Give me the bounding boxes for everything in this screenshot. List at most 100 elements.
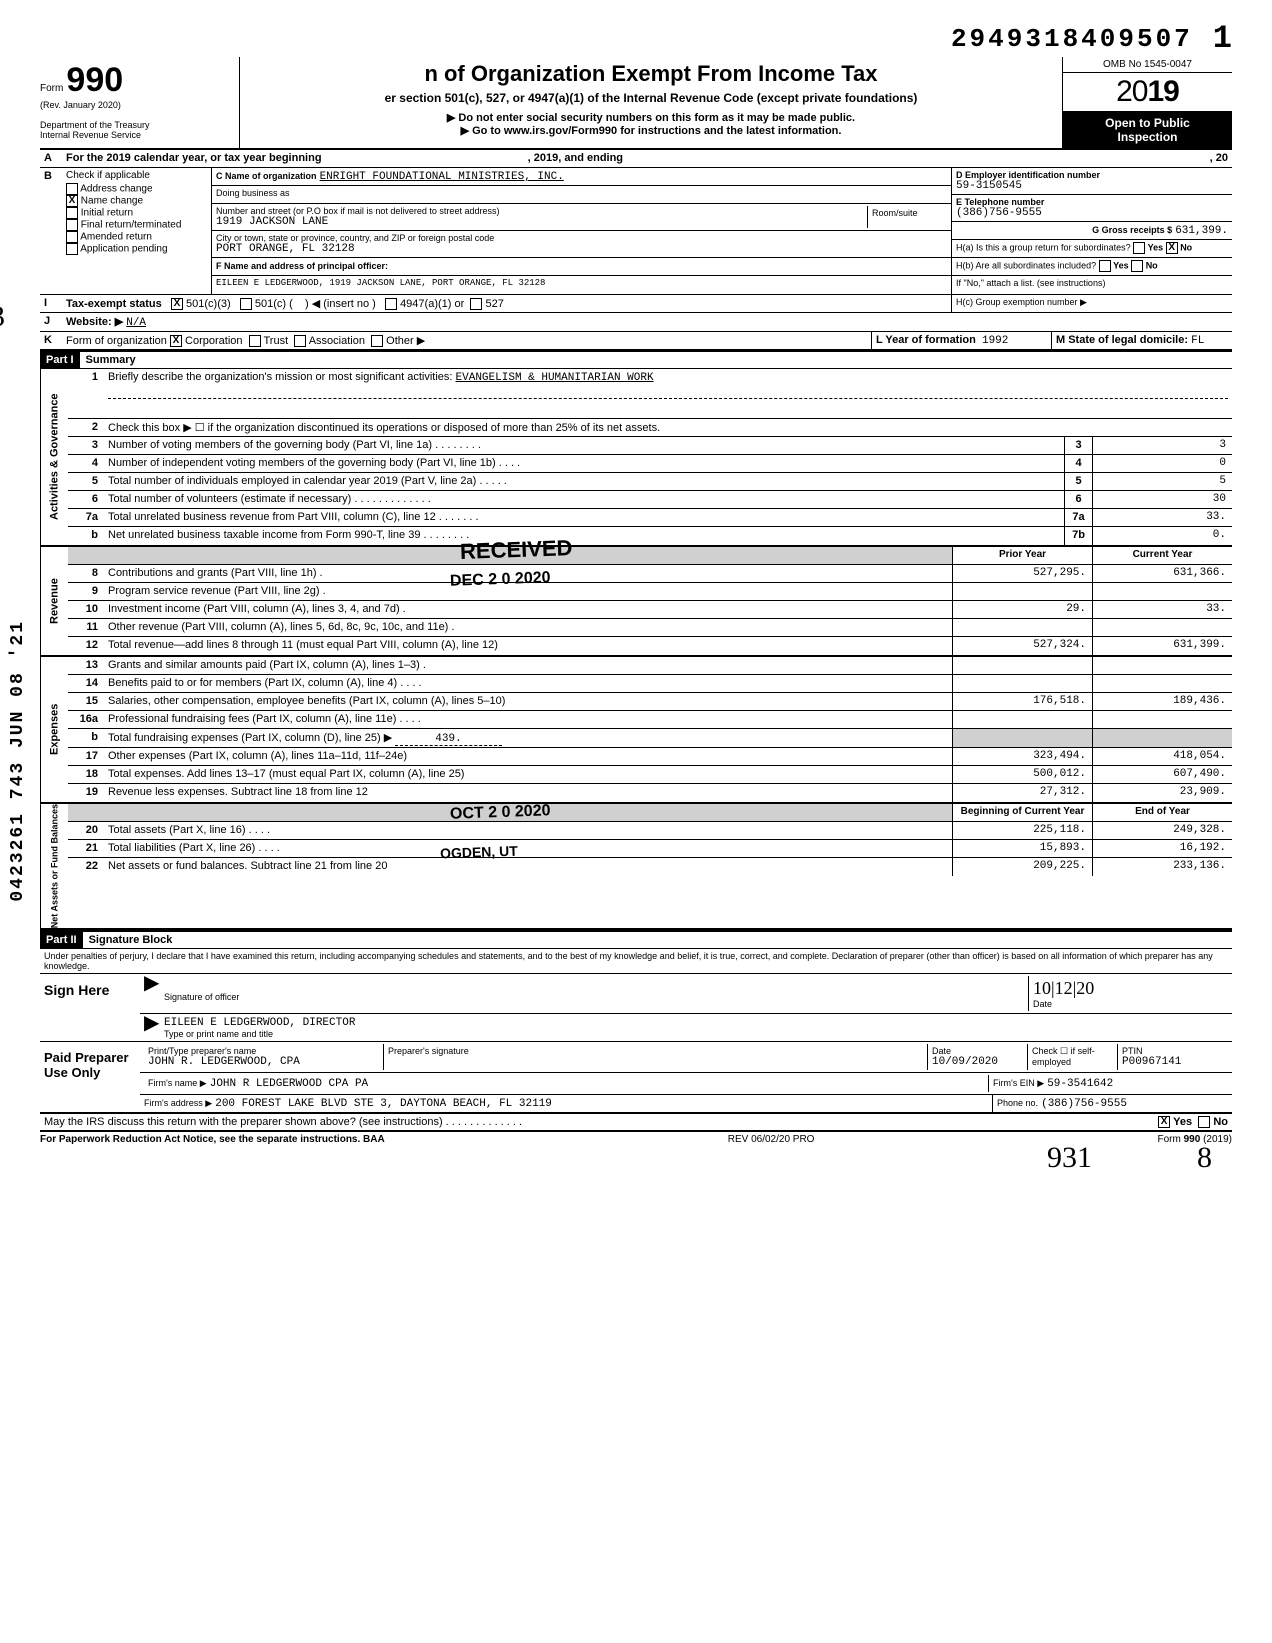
chk-amended[interactable]: Amended return <box>66 231 207 243</box>
sidebar-governance: Activities & Governance <box>40 369 68 545</box>
letter-b: B <box>40 168 62 294</box>
box4: 4 <box>1064 455 1092 472</box>
line15: Salaries, other compensation, employee b… <box>104 693 952 710</box>
firm-ein: 59-3541642 <box>1047 1078 1113 1090</box>
org-name: ENRIGHT FOUNDATIONAL MINISTRIES, INC. <box>320 171 564 183</box>
box5: 5 <box>1064 473 1092 490</box>
firm-addr: 200 FOREST LAKE BLVD STE 3, DAYTONA BEAC… <box>215 1098 552 1110</box>
b-label: Check if applicable <box>66 170 207 181</box>
chk-pending[interactable]: Application pending <box>66 243 207 255</box>
line9: Program service revenue (Part VIII, line… <box>104 583 952 600</box>
c22: 233,136. <box>1092 858 1232 876</box>
e-label: E Telephone number <box>956 197 1228 207</box>
v7b: 0. <box>1092 527 1232 545</box>
chk-address[interactable]: Address change <box>66 183 207 195</box>
line7b: Net unrelated business taxable income fr… <box>104 527 1064 545</box>
p9 <box>952 583 1092 600</box>
state-domicile: M State of legal domicile: FL <box>1052 332 1232 349</box>
d-label: D Employer identification number <box>956 170 1228 180</box>
instr-2: ▶ Go to www.irs.gov/Form990 for instruct… <box>248 124 1054 137</box>
line11: Other revenue (Part VIII, column (A), li… <box>104 619 952 636</box>
c14 <box>1092 675 1232 692</box>
v4: 0 <box>1092 455 1232 472</box>
c21: 16,192. <box>1092 840 1232 857</box>
line17: Other expenses (Part IX, column (A), lin… <box>104 748 952 765</box>
ha: H(a) Is this a group return for subordin… <box>952 240 1232 258</box>
n9: 9 <box>68 583 104 600</box>
page-number: 1 <box>1213 20 1232 57</box>
chk-final[interactable]: Final return/terminated <box>66 219 207 231</box>
part1-hdr: Part I <box>40 352 80 368</box>
letter-k: K <box>40 332 62 349</box>
v6: 30 <box>1092 491 1232 508</box>
prep-check: Check ☐ if self-employed <box>1028 1044 1118 1070</box>
line22: Net assets or fund balances. Subtract li… <box>104 858 952 876</box>
line-a: For the 2019 calendar year, or tax year … <box>62 150 1232 167</box>
footer-left: For Paperwork Reduction Act Notice, see … <box>40 1134 385 1145</box>
p22: 209,225. <box>952 858 1092 876</box>
sign-here: Sign Here <box>40 974 140 1041</box>
n16b: b <box>68 729 104 747</box>
d-val: 59-3150545 <box>956 180 1228 192</box>
n14: 14 <box>68 675 104 692</box>
chk-name[interactable]: X Name change <box>66 195 207 207</box>
letter-a: A <box>40 150 62 167</box>
n16a: 16a <box>68 711 104 728</box>
paid-preparer: Paid Preparer Use Only <box>40 1042 140 1112</box>
v7a: 33. <box>1092 509 1232 526</box>
c19: 23,909. <box>1092 784 1232 802</box>
sig-name-label: Type or print name and title <box>164 1029 1228 1039</box>
p8: 527,295. <box>952 565 1092 582</box>
p13 <box>952 657 1092 674</box>
p12: 527,324. <box>952 637 1092 655</box>
p16a <box>952 711 1092 728</box>
line21: Total liabilities (Part X, line 26) . . … <box>104 840 952 857</box>
ptin: P00967141 <box>1122 1056 1224 1068</box>
line7a: Total unrelated business revenue from Pa… <box>104 509 1064 526</box>
line18: Total expenses. Add lines 13–17 (must eq… <box>104 766 952 783</box>
footer-right: Form 990 (2019) <box>1158 1134 1232 1145</box>
line5: Total number of individuals employed in … <box>104 473 1064 490</box>
prep-date-label: Date <box>932 1046 1023 1056</box>
city-label: City or town, state or province, country… <box>216 233 947 243</box>
f-label: F Name and address of principal officer: <box>216 261 388 271</box>
footer-mid: REV 06/02/20 PRO <box>728 1134 815 1145</box>
part2-hdr: Part II <box>40 932 83 948</box>
n10: 10 <box>68 601 104 618</box>
firm-phone: (386)756-9555 <box>1041 1098 1127 1110</box>
line3: Number of voting members of the governin… <box>104 437 1064 454</box>
line16b: Total fundraising expenses (Part IX, col… <box>104 729 952 747</box>
c17: 418,054. <box>1092 748 1232 765</box>
form-of-org: Form of organization X Corporation Trust… <box>62 332 872 349</box>
prior-year-hdr: Prior Year <box>952 547 1092 564</box>
c-label: C Name of organization <box>216 171 317 181</box>
c11 <box>1092 619 1232 636</box>
ptin-label: PTIN <box>1122 1046 1224 1056</box>
prep-sig-label: Preparer's signature <box>388 1046 923 1056</box>
hand-8: 8 <box>1197 1141 1212 1175</box>
sig-date-label: Date <box>1033 999 1224 1009</box>
n3: 3 <box>68 437 104 454</box>
n1: 1 <box>68 369 104 418</box>
n12: 12 <box>68 637 104 655</box>
p11 <box>952 619 1092 636</box>
firm-name: JOHN R LEDGERWOOD CPA PA <box>210 1078 368 1090</box>
box3: 3 <box>1064 437 1092 454</box>
line19: Revenue less expenses. Subtract line 18 … <box>104 784 952 802</box>
n8: 8 <box>68 565 104 582</box>
sidebar-netassets: Net Assets or Fund Balances <box>40 804 68 928</box>
n18: 18 <box>68 766 104 783</box>
hb: H(b) Are all subordinates included? Yes … <box>952 258 1232 276</box>
sig-officer-label: Signature of officer <box>164 992 1028 1002</box>
irs-discuss: May the IRS discuss this return with the… <box>40 1114 1092 1130</box>
c18: 607,490. <box>1092 766 1232 783</box>
p21: 15,893. <box>952 840 1092 857</box>
line12: Total revenue—add lines 8 through 11 (mu… <box>104 637 952 655</box>
dept: Department of the Treasury <box>40 120 231 130</box>
addr-val: 1919 JACKSON LANE <box>216 216 867 228</box>
line6: Total number of volunteers (estimate if … <box>104 491 1064 508</box>
line1: Briefly describe the organization's miss… <box>104 369 1232 418</box>
n5: 5 <box>68 473 104 490</box>
chk-initial[interactable]: Initial return <box>66 207 207 219</box>
p16b <box>952 729 1092 747</box>
